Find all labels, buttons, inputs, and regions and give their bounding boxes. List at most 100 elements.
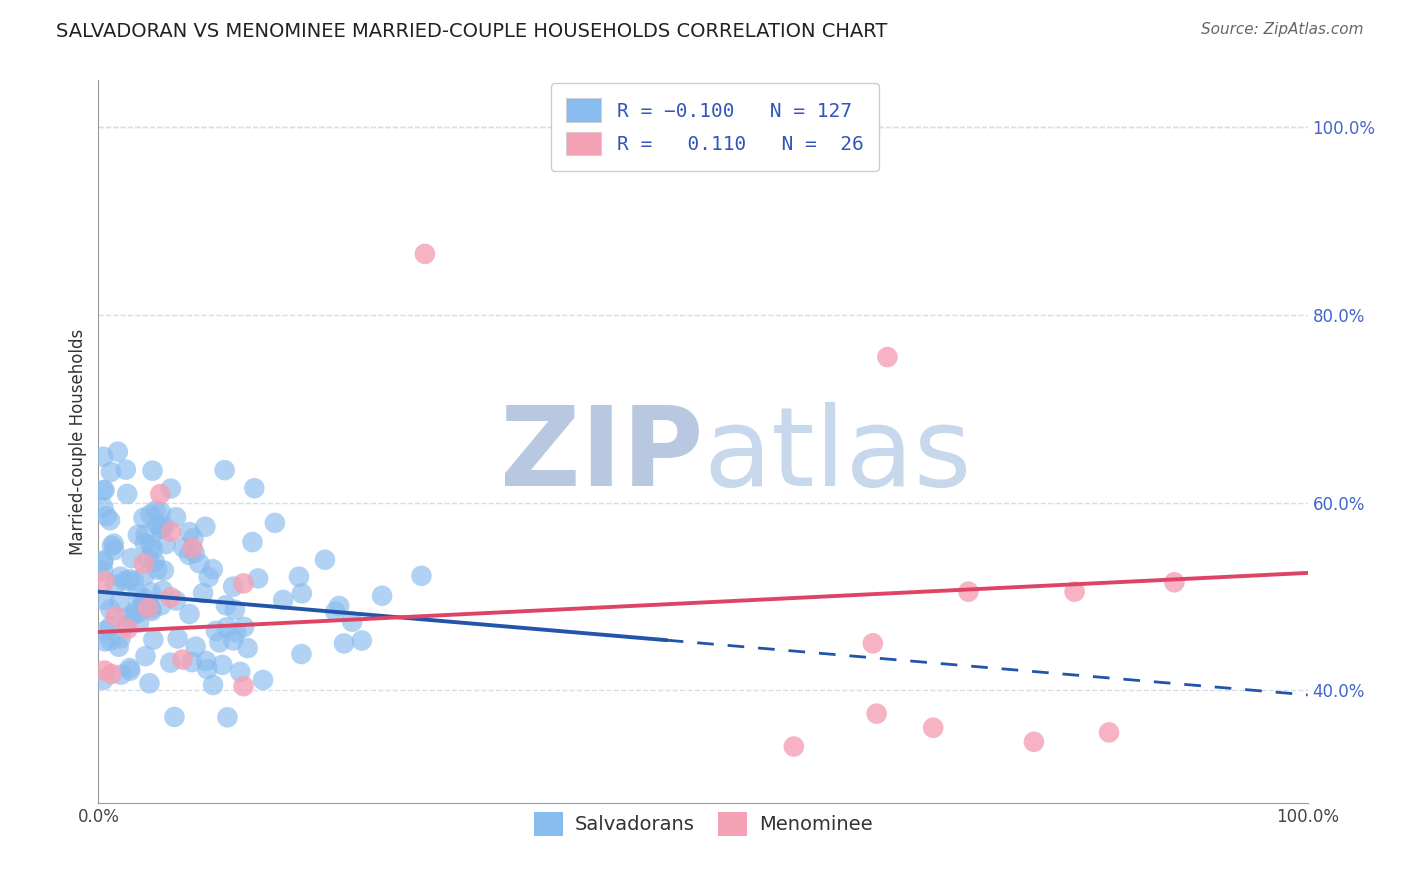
Point [314,553,336,567]
Point [323,605,346,619]
Point [91,553,114,567]
Point [211,657,233,672]
Point [197,570,219,584]
Point [150,599,173,613]
Point [125,603,148,617]
Point [202,678,225,692]
Point [222,633,245,648]
Point [165,510,187,524]
Legend: Salvadorans, Menominee: Salvadorans, Menominee [526,805,880,844]
Point [201,562,224,576]
Point [91,564,114,578]
Point [100,667,122,681]
Point [150,522,173,536]
Point [127,586,149,600]
Point [229,665,252,679]
Point [149,505,172,519]
Point [134,536,156,550]
Y-axis label: Married-couple Households: Married-couple Households [69,328,87,555]
Point [224,603,246,617]
Point [100,465,122,479]
Point [163,710,186,724]
Point [132,591,155,606]
Point [159,482,181,496]
Point [208,635,231,649]
Point [145,503,167,517]
Point [1063,584,1085,599]
Point [184,640,207,654]
Point [103,537,125,551]
Point [328,599,350,613]
Point [132,596,155,610]
Point [125,607,148,621]
Point [1022,735,1045,749]
Point [110,569,132,583]
Point [243,481,266,495]
Text: ZIP: ZIP [499,402,703,509]
Point [142,541,165,556]
Point [1098,725,1121,739]
Point [114,618,136,632]
Point [104,609,127,624]
Point [142,632,165,647]
Point [165,593,187,607]
Point [217,710,239,724]
Point [247,571,270,585]
Point [179,525,201,540]
Point [91,450,114,464]
Point [159,656,181,670]
Point [136,601,159,615]
Point [271,593,294,607]
Point [141,464,163,478]
Point [191,586,214,600]
Point [132,511,155,525]
Point [155,537,177,551]
Point [922,721,945,735]
Point [118,573,141,587]
Text: Source: ZipAtlas.com: Source: ZipAtlas.com [1201,22,1364,37]
Point [91,673,114,687]
Point [290,647,312,661]
Point [120,664,142,678]
Point [139,601,162,615]
Point [188,556,211,570]
Point [100,633,122,648]
Point [122,574,145,588]
Point [195,662,218,676]
Point [118,661,141,675]
Point [215,599,238,613]
Point [411,569,433,583]
Point [146,517,169,532]
Point [100,602,122,616]
Point [214,463,236,477]
Point [288,570,311,584]
Point [160,524,183,539]
Point [118,609,141,624]
Point [340,615,363,629]
Point [153,519,176,533]
Point [139,538,162,552]
Point [194,654,217,668]
Point [98,619,121,633]
Point [166,632,188,646]
Point [876,350,898,364]
Point [957,584,980,599]
Point [121,551,143,566]
Point [134,568,156,582]
Point [252,673,274,687]
Point [183,531,205,545]
Point [152,583,174,598]
Point [91,483,114,498]
Point [150,522,173,536]
Point [1163,575,1185,590]
Point [139,585,162,599]
Point [146,563,169,577]
Point [159,591,181,605]
Point [114,462,136,476]
Point [153,564,176,578]
Point [138,551,160,566]
Point [177,548,200,562]
Point [93,664,115,678]
Point [94,634,117,648]
Point [91,500,114,515]
